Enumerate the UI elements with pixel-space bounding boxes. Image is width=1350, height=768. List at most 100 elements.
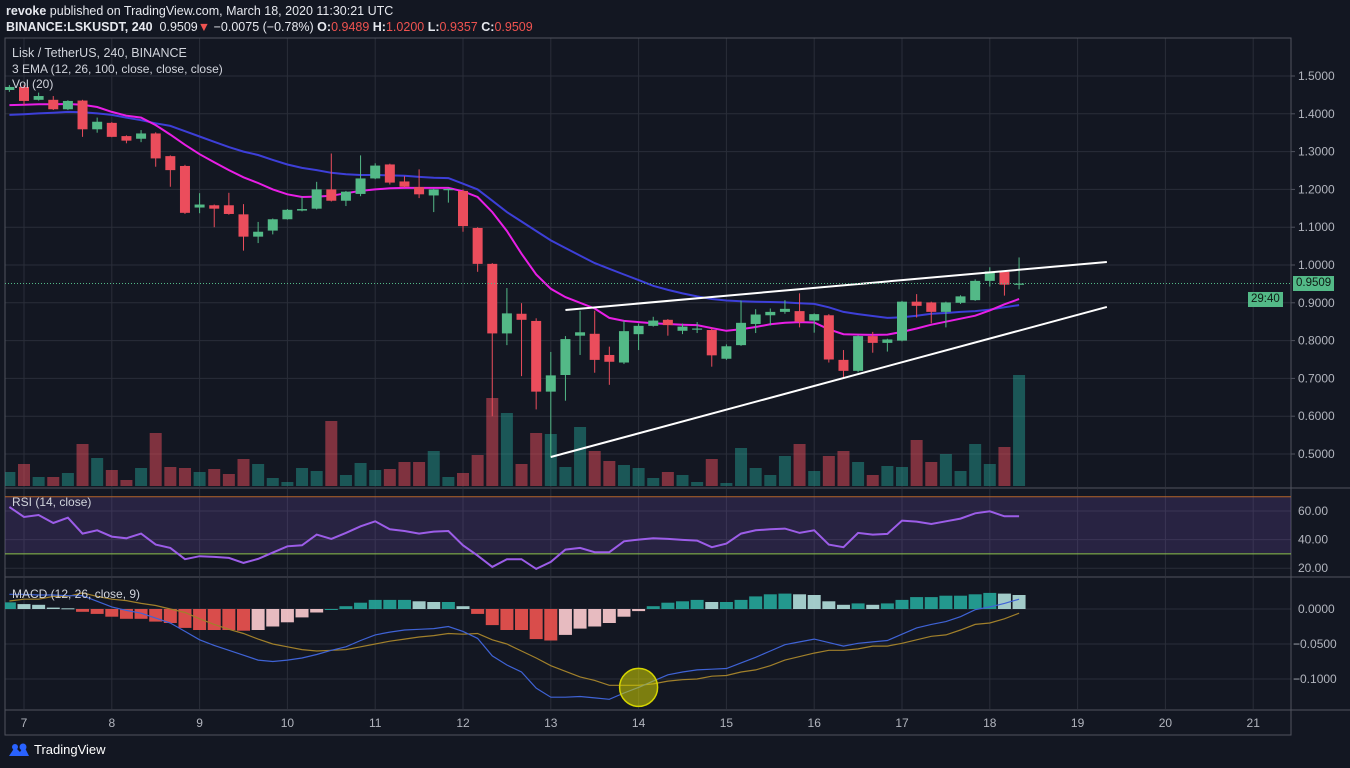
volume-bar	[442, 477, 455, 486]
volume-bar	[822, 456, 835, 486]
candle-body	[370, 165, 381, 179]
main-legend[interactable]: Lisk / TetherUS, 240, BINANCE	[12, 46, 187, 60]
volume-bar	[617, 465, 630, 486]
volume-bar	[764, 475, 777, 486]
candle	[604, 346, 615, 385]
volume-bar	[749, 468, 762, 486]
candle-body	[106, 122, 117, 137]
price-axis-label: 0.6000	[1298, 409, 1335, 423]
volume-bar	[983, 464, 996, 486]
volume-bar	[647, 478, 660, 486]
candle-body	[384, 164, 395, 183]
macd-histogram-bar	[822, 601, 836, 609]
candle-body	[516, 313, 527, 320]
candle	[516, 303, 527, 377]
macd-histogram-bar	[646, 606, 660, 609]
macd-legend[interactable]: MACD (12, 26, close, 9)	[12, 587, 141, 601]
candle-body	[194, 204, 205, 208]
volume-bar	[471, 455, 484, 486]
candle-body	[794, 311, 805, 322]
macd-histogram-bar	[602, 609, 616, 623]
candle-body	[443, 189, 454, 191]
candle-body	[882, 339, 893, 343]
time-axis-label: 8	[108, 716, 115, 730]
candle-body	[677, 326, 688, 331]
macd-histogram-bar	[149, 609, 163, 622]
macd-signal-line	[9, 592, 1020, 686]
footer-brand[interactable]: TradingView	[8, 742, 106, 757]
macd-histogram-bar	[588, 609, 602, 627]
candle-body	[662, 319, 673, 326]
time-axis-label: 7	[21, 716, 28, 730]
candle	[384, 163, 395, 185]
volume-legend[interactable]: Vol (20)	[12, 77, 54, 91]
candle	[282, 209, 293, 220]
macd-histogram-bar	[427, 602, 441, 609]
candle-body	[779, 308, 790, 312]
macd-histogram-bar	[119, 609, 133, 619]
price-axis-label: 1.2000	[1298, 182, 1335, 196]
macd-histogram-bar	[573, 609, 587, 629]
current-price-label: 0.9509	[1293, 276, 1335, 291]
candle	[5, 85, 15, 92]
candle	[926, 301, 937, 324]
price-axis-label: 1.5000	[1298, 69, 1335, 83]
volume-bar	[296, 468, 309, 486]
candle	[340, 190, 351, 207]
volume-bar	[383, 469, 396, 486]
macd-histogram-bar	[500, 609, 514, 630]
macd-histogram-bar	[412, 601, 426, 609]
macd-histogram-bar	[310, 609, 324, 613]
macd-histogram-bar	[280, 609, 294, 623]
close-value: 0.9509	[494, 20, 533, 34]
macd-histogram-bar	[690, 599, 704, 609]
candle	[970, 279, 981, 301]
volume-bar	[91, 458, 104, 486]
macd-pane	[5, 592, 1026, 708]
candle-body	[472, 227, 483, 264]
candle-body	[487, 263, 498, 334]
candle	[648, 316, 659, 327]
candle	[853, 335, 864, 373]
volume-bar	[310, 471, 323, 486]
candle	[414, 169, 425, 199]
candle-body	[765, 311, 776, 316]
last-price: 0.9509	[159, 20, 198, 34]
candle-body	[253, 231, 264, 237]
candle-body	[501, 313, 512, 334]
macd-histogram-bar	[46, 607, 60, 609]
ema-legend[interactable]: 3 EMA (12, 26, 100, close, close, close)	[12, 62, 223, 76]
volume-bar	[47, 477, 60, 486]
price-axis-label: 1.1000	[1298, 220, 1335, 234]
candle	[267, 218, 278, 235]
rsi-axis-label: 40.00	[1298, 533, 1328, 547]
candle-body	[911, 301, 922, 306]
candle	[136, 130, 147, 143]
volume-bar	[559, 467, 572, 486]
volume-bar	[632, 468, 645, 486]
candle	[692, 322, 703, 334]
macd-histogram-bar	[939, 595, 953, 609]
macd-histogram-bar	[807, 595, 821, 609]
candle	[560, 336, 571, 401]
volume-bar	[778, 456, 791, 486]
candle	[706, 327, 717, 367]
macd-histogram-bar	[368, 599, 382, 609]
time-axis-label: 19	[1071, 716, 1085, 730]
author-name[interactable]: revoke	[6, 4, 47, 18]
candle-body	[297, 209, 308, 211]
candle	[809, 313, 820, 333]
volume-bar	[969, 444, 982, 486]
rsi-legend[interactable]: RSI (14, close)	[12, 495, 92, 509]
volume-bar	[910, 440, 923, 486]
candle-body	[955, 296, 966, 303]
candle	[223, 192, 234, 215]
price-axis-label: 1.3000	[1298, 145, 1335, 159]
candle-body	[19, 86, 29, 101]
candle	[48, 96, 59, 111]
candle	[721, 344, 732, 360]
macd-histogram-bar	[441, 602, 455, 609]
volume-bar	[705, 459, 718, 486]
volume-bar	[852, 462, 865, 486]
